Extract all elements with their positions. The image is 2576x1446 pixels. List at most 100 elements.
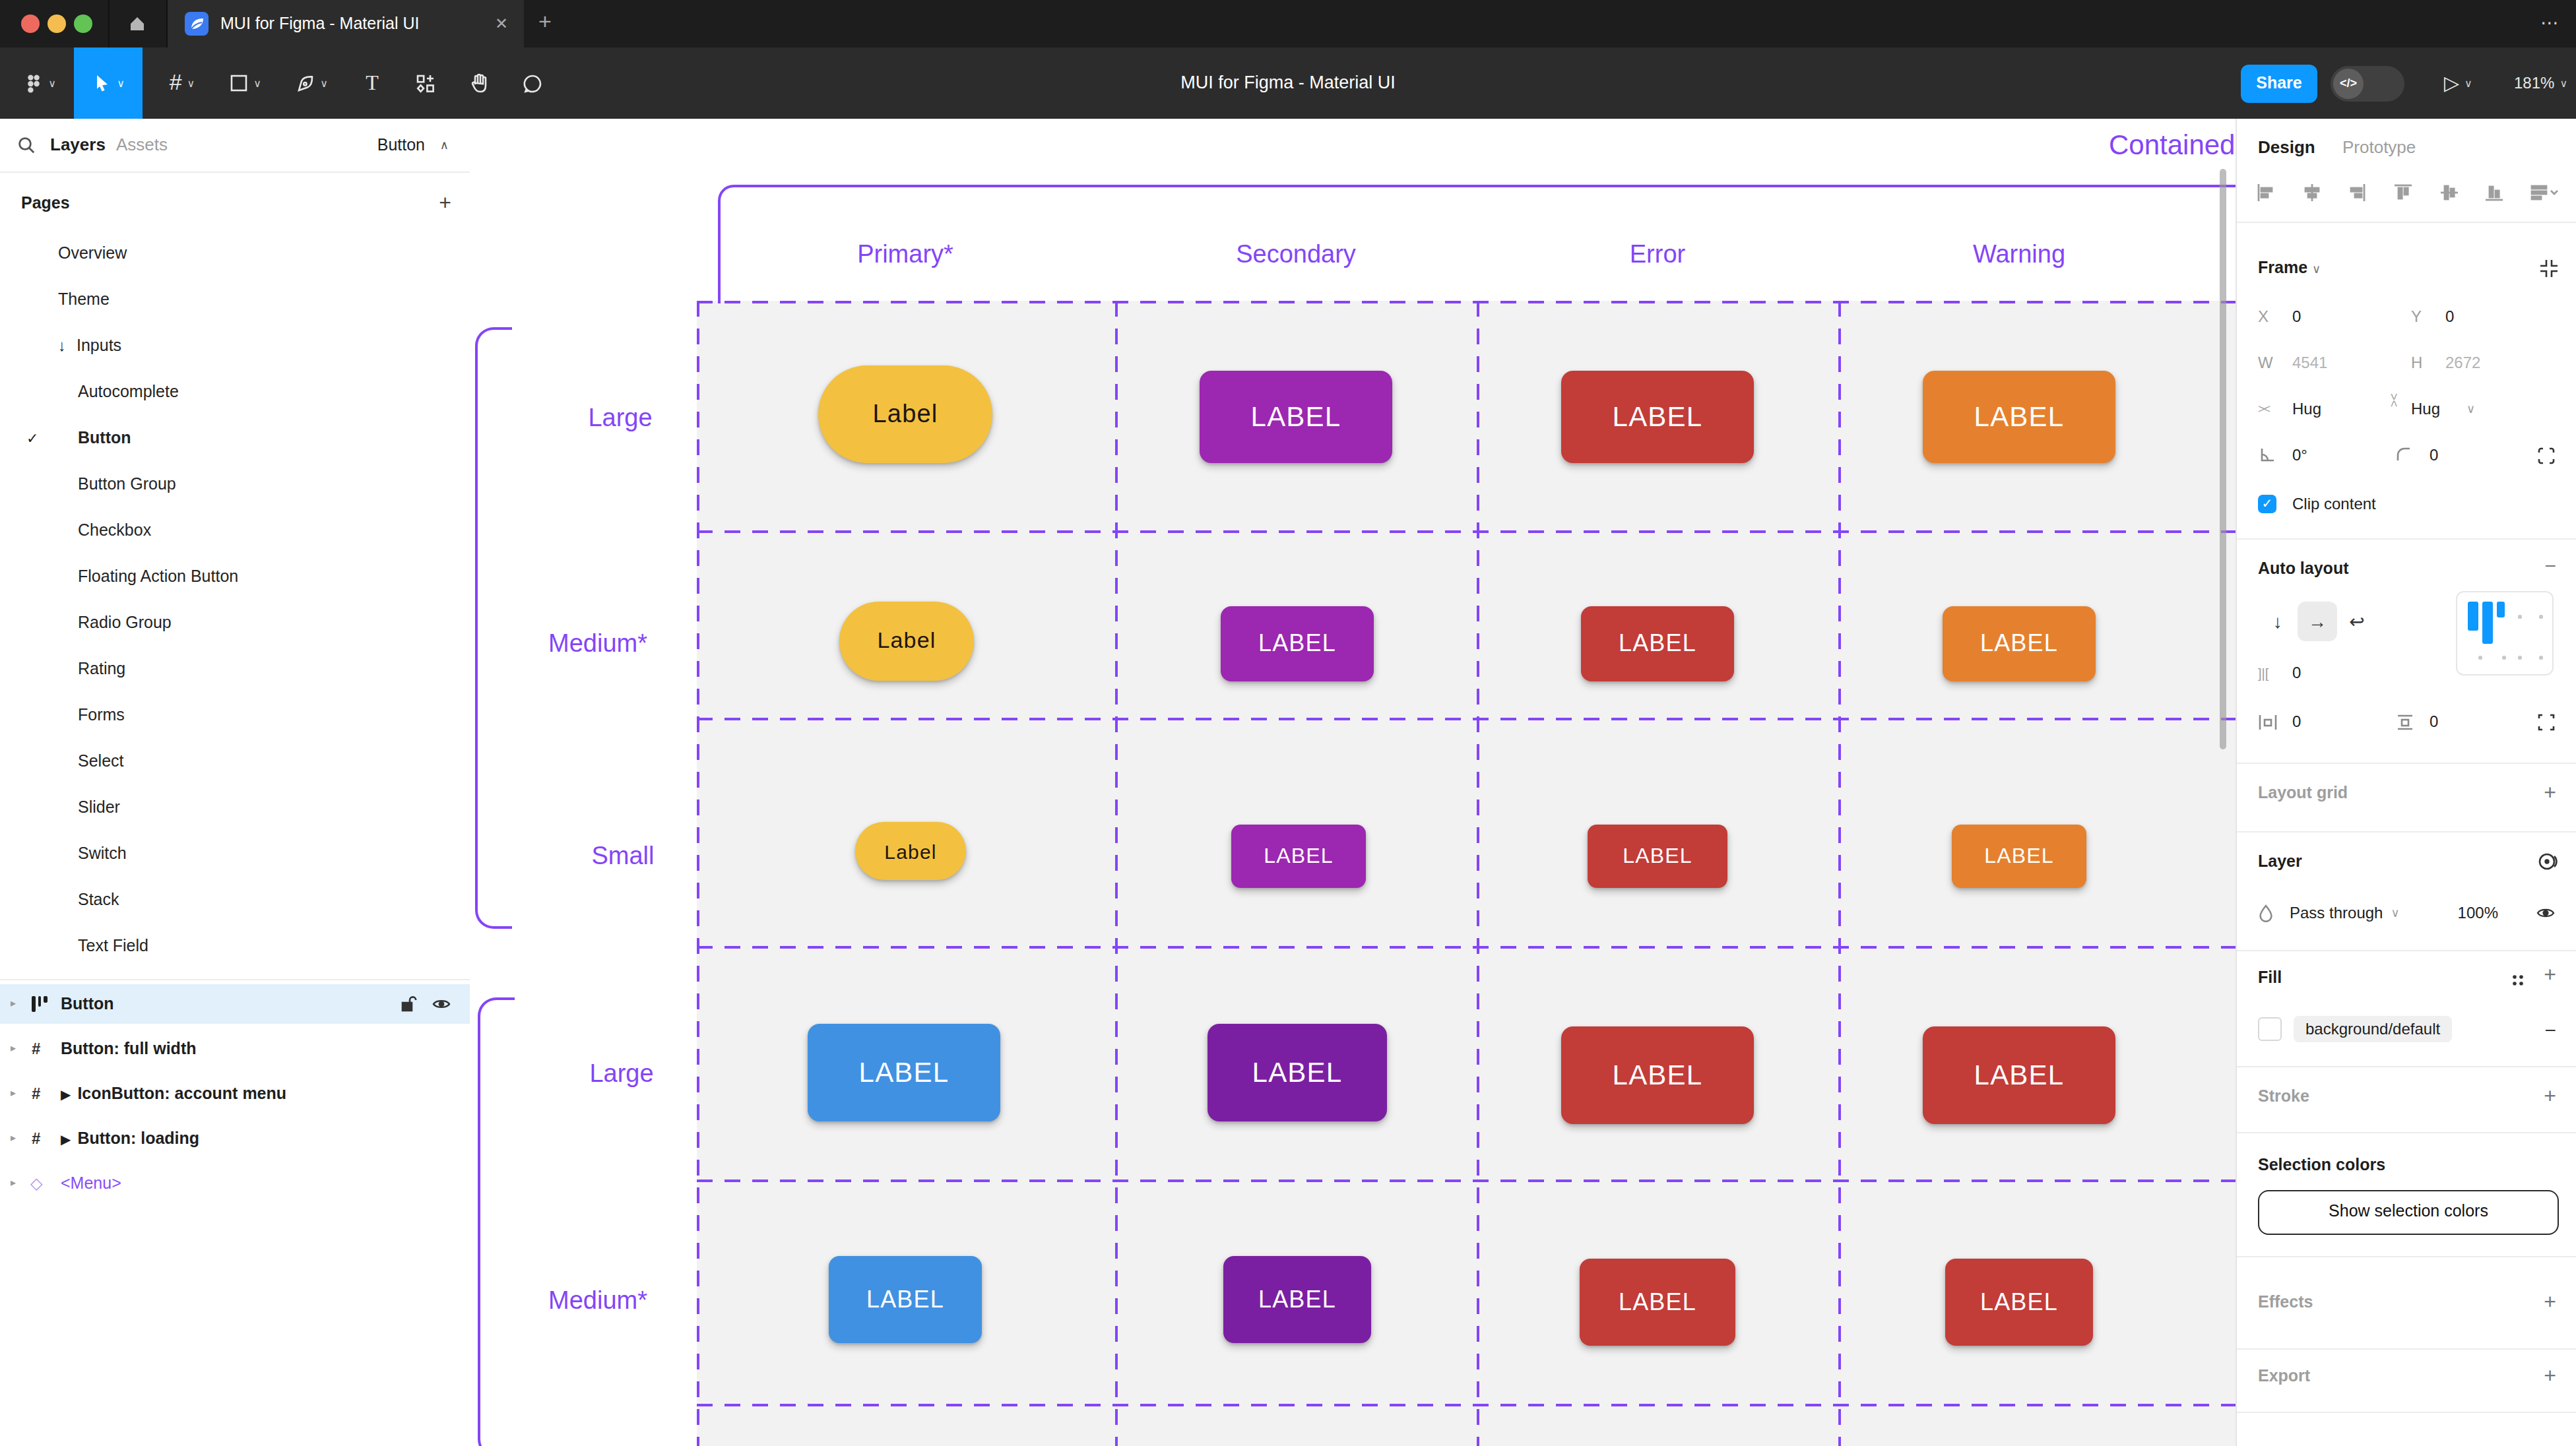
y-input[interactable]: 0 xyxy=(2445,307,2454,326)
present-button[interactable]: ▷∨ xyxy=(2444,47,2472,119)
button-error-medium[interactable]: LABEL xyxy=(1581,606,1734,681)
add-effect-button[interactable]: + xyxy=(2544,1290,2556,1314)
layer-row-button-loading[interactable]: ▸ # ▶Button: loading xyxy=(0,1119,470,1158)
frame-tool-button[interactable]: #∨ xyxy=(156,47,209,119)
chevron-right-icon[interactable]: ▸ xyxy=(11,984,16,1024)
flow-wrap-icon[interactable]: ↩ xyxy=(2337,602,2377,641)
button-primary-small[interactable]: Label xyxy=(855,822,966,880)
add-page-button[interactable]: + xyxy=(439,182,451,224)
button-primary-large-2[interactable]: LABEL xyxy=(808,1024,1000,1121)
button-warning-large[interactable]: LABEL xyxy=(1923,371,2115,463)
independent-padding-icon[interactable] xyxy=(2536,712,2556,732)
vertical-sizing-dropdown[interactable]: Hug xyxy=(2411,400,2496,418)
add-export-button[interactable]: + xyxy=(2544,1364,2556,1388)
button-secondary-large-2[interactable]: LABEL xyxy=(1208,1024,1387,1121)
tab-prototype[interactable]: Prototype xyxy=(2342,119,2416,177)
remove-fill-button[interactable]: − xyxy=(2544,1018,2556,1040)
comment-tool-button[interactable] xyxy=(509,47,554,119)
vertical-padding-input[interactable]: 0 xyxy=(2430,712,2438,731)
window-menu-icon[interactable]: ⋯ xyxy=(2540,0,2560,47)
page-item-floating-action-button[interactable]: Floating Action Button xyxy=(0,554,470,600)
fill-styles-icon[interactable] xyxy=(2511,974,2525,987)
share-button[interactable]: Share xyxy=(2241,65,2317,103)
close-tab-icon[interactable]: ✕ xyxy=(495,0,508,47)
search-icon[interactable] xyxy=(17,136,36,154)
align-vertical-center-icon[interactable] xyxy=(2438,182,2459,203)
page-item-slider[interactable]: Slider xyxy=(0,785,470,831)
clip-content-row[interactable]: ✓ Clip content xyxy=(2258,491,2556,517)
page-item-button[interactable]: ✓Button xyxy=(0,416,470,462)
button-error-large-2[interactable]: LABEL xyxy=(1561,1026,1754,1124)
visibility-eye-icon[interactable] xyxy=(2535,904,2556,922)
main-menu-button[interactable]: ∨ xyxy=(11,47,69,119)
move-tool-button[interactable]: ∨ xyxy=(74,47,143,119)
page-item-button-group[interactable]: Button Group xyxy=(0,462,470,508)
page-item-select[interactable]: Select xyxy=(0,739,470,785)
add-fill-button[interactable]: + xyxy=(2544,963,2556,987)
align-left-icon[interactable] xyxy=(2255,182,2276,203)
fill-style-chip[interactable]: background/default xyxy=(2294,1016,2452,1042)
align-bottom-icon[interactable] xyxy=(2484,182,2505,203)
page-item-checkbox[interactable]: Checkbox xyxy=(0,508,470,554)
close-window-button[interactable] xyxy=(21,15,40,33)
button-primary-medium-2[interactable]: LABEL xyxy=(829,1256,982,1343)
dev-mode-toggle[interactable]: </> xyxy=(2331,66,2404,102)
distribute-more-icon[interactable] xyxy=(2530,182,2559,203)
shape-tool-button[interactable]: ∨ xyxy=(219,47,272,119)
button-secondary-medium-2[interactable]: LABEL xyxy=(1223,1256,1371,1343)
page-item-inputs[interactable]: ↓Inputs xyxy=(0,323,470,369)
remove-auto-layout-button[interactable]: − xyxy=(2544,554,2556,577)
blend-mode-dropdown[interactable]: Pass through xyxy=(2290,904,2383,922)
fill-color-swatch[interactable] xyxy=(2258,1017,2282,1041)
fill-row[interactable]: background/default − xyxy=(2258,1016,2556,1042)
minimize-window-button[interactable] xyxy=(48,15,66,33)
page-item-switch[interactable]: Switch xyxy=(0,831,470,877)
text-tool-button[interactable]: T xyxy=(351,47,393,119)
button-error-small[interactable]: LABEL xyxy=(1588,825,1727,888)
opacity-input[interactable]: 100% xyxy=(2458,904,2498,922)
layer-row-iconbutton-account-menu[interactable]: ▸ # ▶IconButton: account menu xyxy=(0,1074,470,1114)
new-tab-button[interactable]: + xyxy=(538,0,552,47)
button-error-medium-2[interactable]: LABEL xyxy=(1580,1259,1735,1346)
layer-row-menu-component[interactable]: ▸ ◇ <Menu> xyxy=(0,1164,470,1203)
chevron-right-icon[interactable]: ▸ xyxy=(11,1164,16,1203)
button-secondary-small[interactable]: LABEL xyxy=(1231,825,1366,888)
width-input[interactable]: 4541 xyxy=(2292,354,2411,372)
chevron-right-icon[interactable]: ▸ xyxy=(11,1074,16,1114)
horizontal-sizing-dropdown[interactable]: Hug xyxy=(2292,400,2377,418)
page-item-theme[interactable]: Theme xyxy=(0,277,470,323)
button-warning-large-2[interactable]: LABEL xyxy=(1923,1026,2115,1124)
flow-vertical-icon[interactable]: ↓ xyxy=(2258,602,2298,641)
chevron-right-icon[interactable]: ▸ xyxy=(11,1029,16,1069)
rotation-input[interactable]: 0° xyxy=(2292,446,2395,464)
chevron-right-icon[interactable]: ▸ xyxy=(11,1119,16,1158)
add-stroke-button[interactable]: + xyxy=(2544,1084,2556,1108)
canvas[interactable]: Contained Primary* Secondary Error Warni… xyxy=(470,119,2236,1446)
gap-input[interactable]: 0 xyxy=(2292,664,2301,682)
page-item-overview[interactable]: Overview xyxy=(0,231,470,277)
independent-corners-icon[interactable] xyxy=(2536,445,2556,465)
button-secondary-medium[interactable]: LABEL xyxy=(1221,606,1374,681)
tab-design[interactable]: Design xyxy=(2258,119,2315,177)
layer-row-button[interactable]: ▸ Button xyxy=(0,984,470,1024)
x-input[interactable]: 0 xyxy=(2292,307,2411,326)
button-secondary-large[interactable]: LABEL xyxy=(1200,371,1392,463)
button-warning-small[interactable]: LABEL xyxy=(1952,825,2086,888)
page-item-forms[interactable]: Forms xyxy=(0,693,470,739)
align-right-icon[interactable] xyxy=(2347,182,2368,203)
button-primary-large[interactable]: Label xyxy=(818,365,992,463)
page-item-radio-group[interactable]: Radio Group xyxy=(0,600,470,646)
button-error-large[interactable]: LABEL xyxy=(1561,371,1754,463)
align-horizontal-center-icon[interactable] xyxy=(2301,182,2322,203)
align-top-icon[interactable] xyxy=(2393,182,2414,203)
page-item-rating[interactable]: Rating xyxy=(0,646,470,693)
tab-assets[interactable]: Assets xyxy=(116,119,168,172)
page-item-stack[interactable]: Stack xyxy=(0,877,470,924)
add-layout-grid-button[interactable]: + xyxy=(2544,781,2556,805)
page-item-text-field[interactable]: Text Field xyxy=(0,924,470,970)
checkbox-checked-icon[interactable]: ✓ xyxy=(2258,495,2276,513)
horizontal-padding-input[interactable]: 0 xyxy=(2292,712,2395,731)
show-selection-colors-button[interactable]: Show selection colors xyxy=(2258,1190,2559,1235)
frame-title[interactable]: Contained xyxy=(2109,129,2236,161)
resources-tool-button[interactable] xyxy=(404,47,446,119)
